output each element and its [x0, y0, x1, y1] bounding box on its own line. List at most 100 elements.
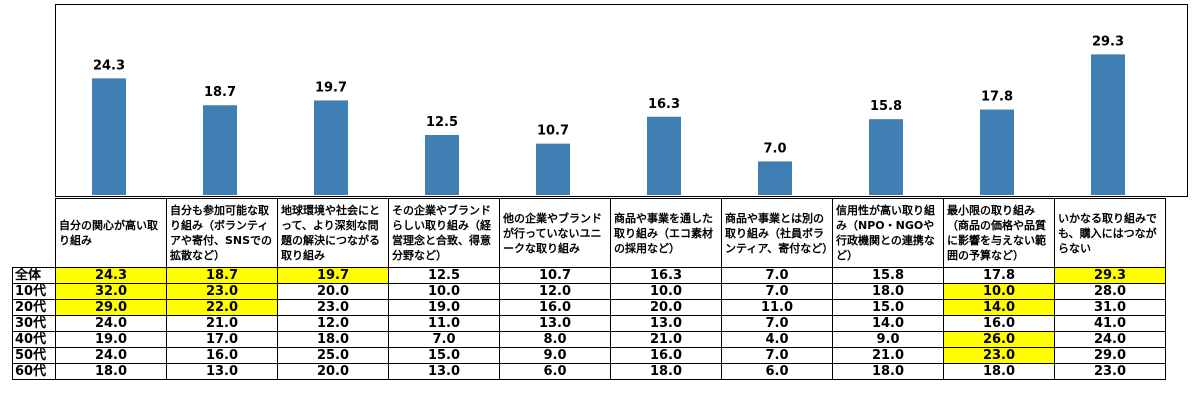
table-cell: 26.0 [943, 331, 1055, 348]
table-cell: 20.0 [277, 283, 389, 300]
table-cell: 31.0 [1054, 299, 1166, 316]
bar [203, 105, 237, 195]
table-cell: 9.0 [499, 347, 611, 364]
bar [980, 109, 1014, 195]
table-row: 50代 24.0 16.0 25.0 15.0 9.0 16.0 7.0 21.0 23.0 29.… [12, 347, 1166, 364]
table-cell: 21.0 [832, 347, 944, 364]
column-header: 自分も参加可能な取り組み（ボランティアや寄付、SNSでの拡散など） [166, 198, 278, 268]
table-cell: 18.0 [832, 363, 944, 380]
table-cell: 7.0 [721, 315, 833, 332]
table-cell: 16.3 [610, 267, 722, 284]
table-cell: 24.3 [55, 267, 167, 284]
table-cell: 22.0 [166, 299, 278, 316]
bar [425, 135, 459, 195]
data-label: 15.8 [870, 99, 902, 114]
table-cell: 25.0 [277, 347, 389, 364]
column-header: 自分の関心が高い取り組み [55, 198, 167, 268]
table-cell: 18.7 [166, 267, 278, 284]
table-cell: 10.7 [499, 267, 611, 284]
row-label: 10代 [12, 283, 56, 300]
table-cell: 11.0 [721, 299, 833, 316]
data-label: 19.7 [315, 80, 347, 95]
data-label: 18.7 [204, 85, 236, 100]
table-cell: 24.0 [55, 347, 167, 364]
data-label: 17.8 [981, 90, 1013, 105]
table-cell: 23.0 [166, 283, 278, 300]
table-row: 30代 24.0 21.0 12.0 11.0 13.0 13.0 7.0 14.0 16.0 41… [12, 315, 1166, 332]
column-header: いかなる取り組みでも、購入にはつながらない [1054, 198, 1166, 268]
table-cell: 6.0 [499, 363, 611, 380]
table-cell: 15.0 [388, 347, 500, 364]
table-row: 40代 19.0 17.0 18.0 7.0 8.0 21.0 4.0 9.0 26.0 24.0 [12, 331, 1166, 348]
column-header: 信用性が高い取り組み（NPO・NGOや行政機関との連携など） [832, 198, 944, 268]
chart-area: 24.3 18.7 19.7 12.5 10.7 16.3 7.0 15.8 17.8 29.3 [55, 4, 1188, 197]
table-header-row: 自分の関心が高い取り組み 自分も参加可能な取り組み（ボランティアや寄付、SNSでの… [13, 198, 1166, 268]
table-cell: 28.0 [1054, 283, 1166, 300]
data-label: 16.3 [648, 97, 680, 112]
table-cell: 7.0 [388, 331, 500, 348]
column-header: その企業やブランドらしい取り組み（経営理念と合致、得意分野など） [388, 198, 500, 268]
bar [92, 78, 126, 195]
table-cell: 7.0 [721, 347, 833, 364]
table-corner [13, 199, 56, 268]
table-cell: 7.0 [721, 283, 833, 300]
table-cell: 29.0 [1054, 347, 1166, 364]
table-cell: 21.0 [610, 331, 722, 348]
row-label: 50代 [12, 347, 56, 364]
bar [314, 100, 348, 195]
table-cell: 19.7 [277, 267, 389, 284]
table-cell: 23.0 [943, 347, 1055, 364]
table-cell: 18.0 [943, 363, 1055, 380]
row-label: 40代 [12, 331, 56, 348]
bar [1091, 54, 1125, 195]
table-cell: 20.0 [610, 299, 722, 316]
table-cell: 17.0 [166, 331, 278, 348]
table-cell: 19.0 [55, 331, 167, 348]
table-cell: 12.5 [388, 267, 500, 284]
bar [536, 143, 570, 195]
table-cell: 8.0 [499, 331, 611, 348]
table-cell: 21.0 [166, 315, 278, 332]
column-header: 他の企業やブランドが行っていないユニークな取り組み [499, 198, 611, 268]
table-cell: 20.0 [277, 363, 389, 380]
table-row: 60代 18.0 13.0 20.0 13.0 6.0 18.0 6.0 18.0 18.0 23.… [12, 363, 1166, 380]
table-row: 全体 24.3 18.7 19.7 12.5 10.7 16.3 7.0 15.8 17.8 29.… [12, 267, 1166, 284]
table-cell: 23.0 [277, 299, 389, 316]
table-cell: 18.0 [832, 283, 944, 300]
table-cell: 19.0 [388, 299, 500, 316]
table-cell: 13.0 [499, 315, 611, 332]
table-cell: 41.0 [1054, 315, 1166, 332]
data-label: 29.3 [1092, 34, 1124, 49]
row-label: 全体 [12, 267, 56, 284]
row-label: 60代 [12, 363, 56, 380]
column-header: 商品や事業を通した取り組み（エコ素材の採用など） [610, 198, 722, 268]
table-cell: 18.0 [610, 363, 722, 380]
data-label: 7.0 [763, 141, 786, 156]
table-cell: 15.8 [832, 267, 944, 284]
bar [758, 161, 792, 195]
table-cell: 16.0 [943, 315, 1055, 332]
data-label: 12.5 [426, 115, 458, 130]
table-cell: 7.0 [721, 267, 833, 284]
table-row: 20代 29.0 22.0 23.0 19.0 16.0 20.0 11.0 15.0 14.0 3… [12, 299, 1166, 316]
table-cell: 17.8 [943, 267, 1055, 284]
table-cell: 13.0 [166, 363, 278, 380]
table-cell: 24.0 [1054, 331, 1166, 348]
column-header: 最小限の取り組み（商品の価格や品質に影響を与えない範囲の予算など） [943, 198, 1055, 268]
table-cell: 10.0 [388, 283, 500, 300]
table-cell: 15.0 [832, 299, 944, 316]
table-cell: 16.0 [610, 347, 722, 364]
table-cell: 11.0 [388, 315, 500, 332]
table-cell: 18.0 [277, 331, 389, 348]
table-cell: 4.0 [721, 331, 833, 348]
table-cell: 13.0 [610, 315, 722, 332]
row-label: 30代 [12, 315, 56, 332]
data-table: 自分の関心が高い取り組み 自分も参加可能な取り組み（ボランティアや寄付、SNSでの… [12, 198, 1166, 380]
table-cell: 16.0 [499, 299, 611, 316]
table-cell: 29.3 [1054, 267, 1166, 284]
column-header: 地球環境や社会にとって、より深刻な問題の解決につながる取り組み [277, 198, 389, 268]
column-header: 商品や事業とは別の取り組み（社員ボランティア、寄付など） [721, 198, 833, 268]
table-cell: 24.0 [55, 315, 167, 332]
bar-chart: 24.3 18.7 19.7 12.5 10.7 16.3 7.0 15.8 17.8 29.3 [92, 34, 1125, 195]
table-cell: 14.0 [832, 315, 944, 332]
